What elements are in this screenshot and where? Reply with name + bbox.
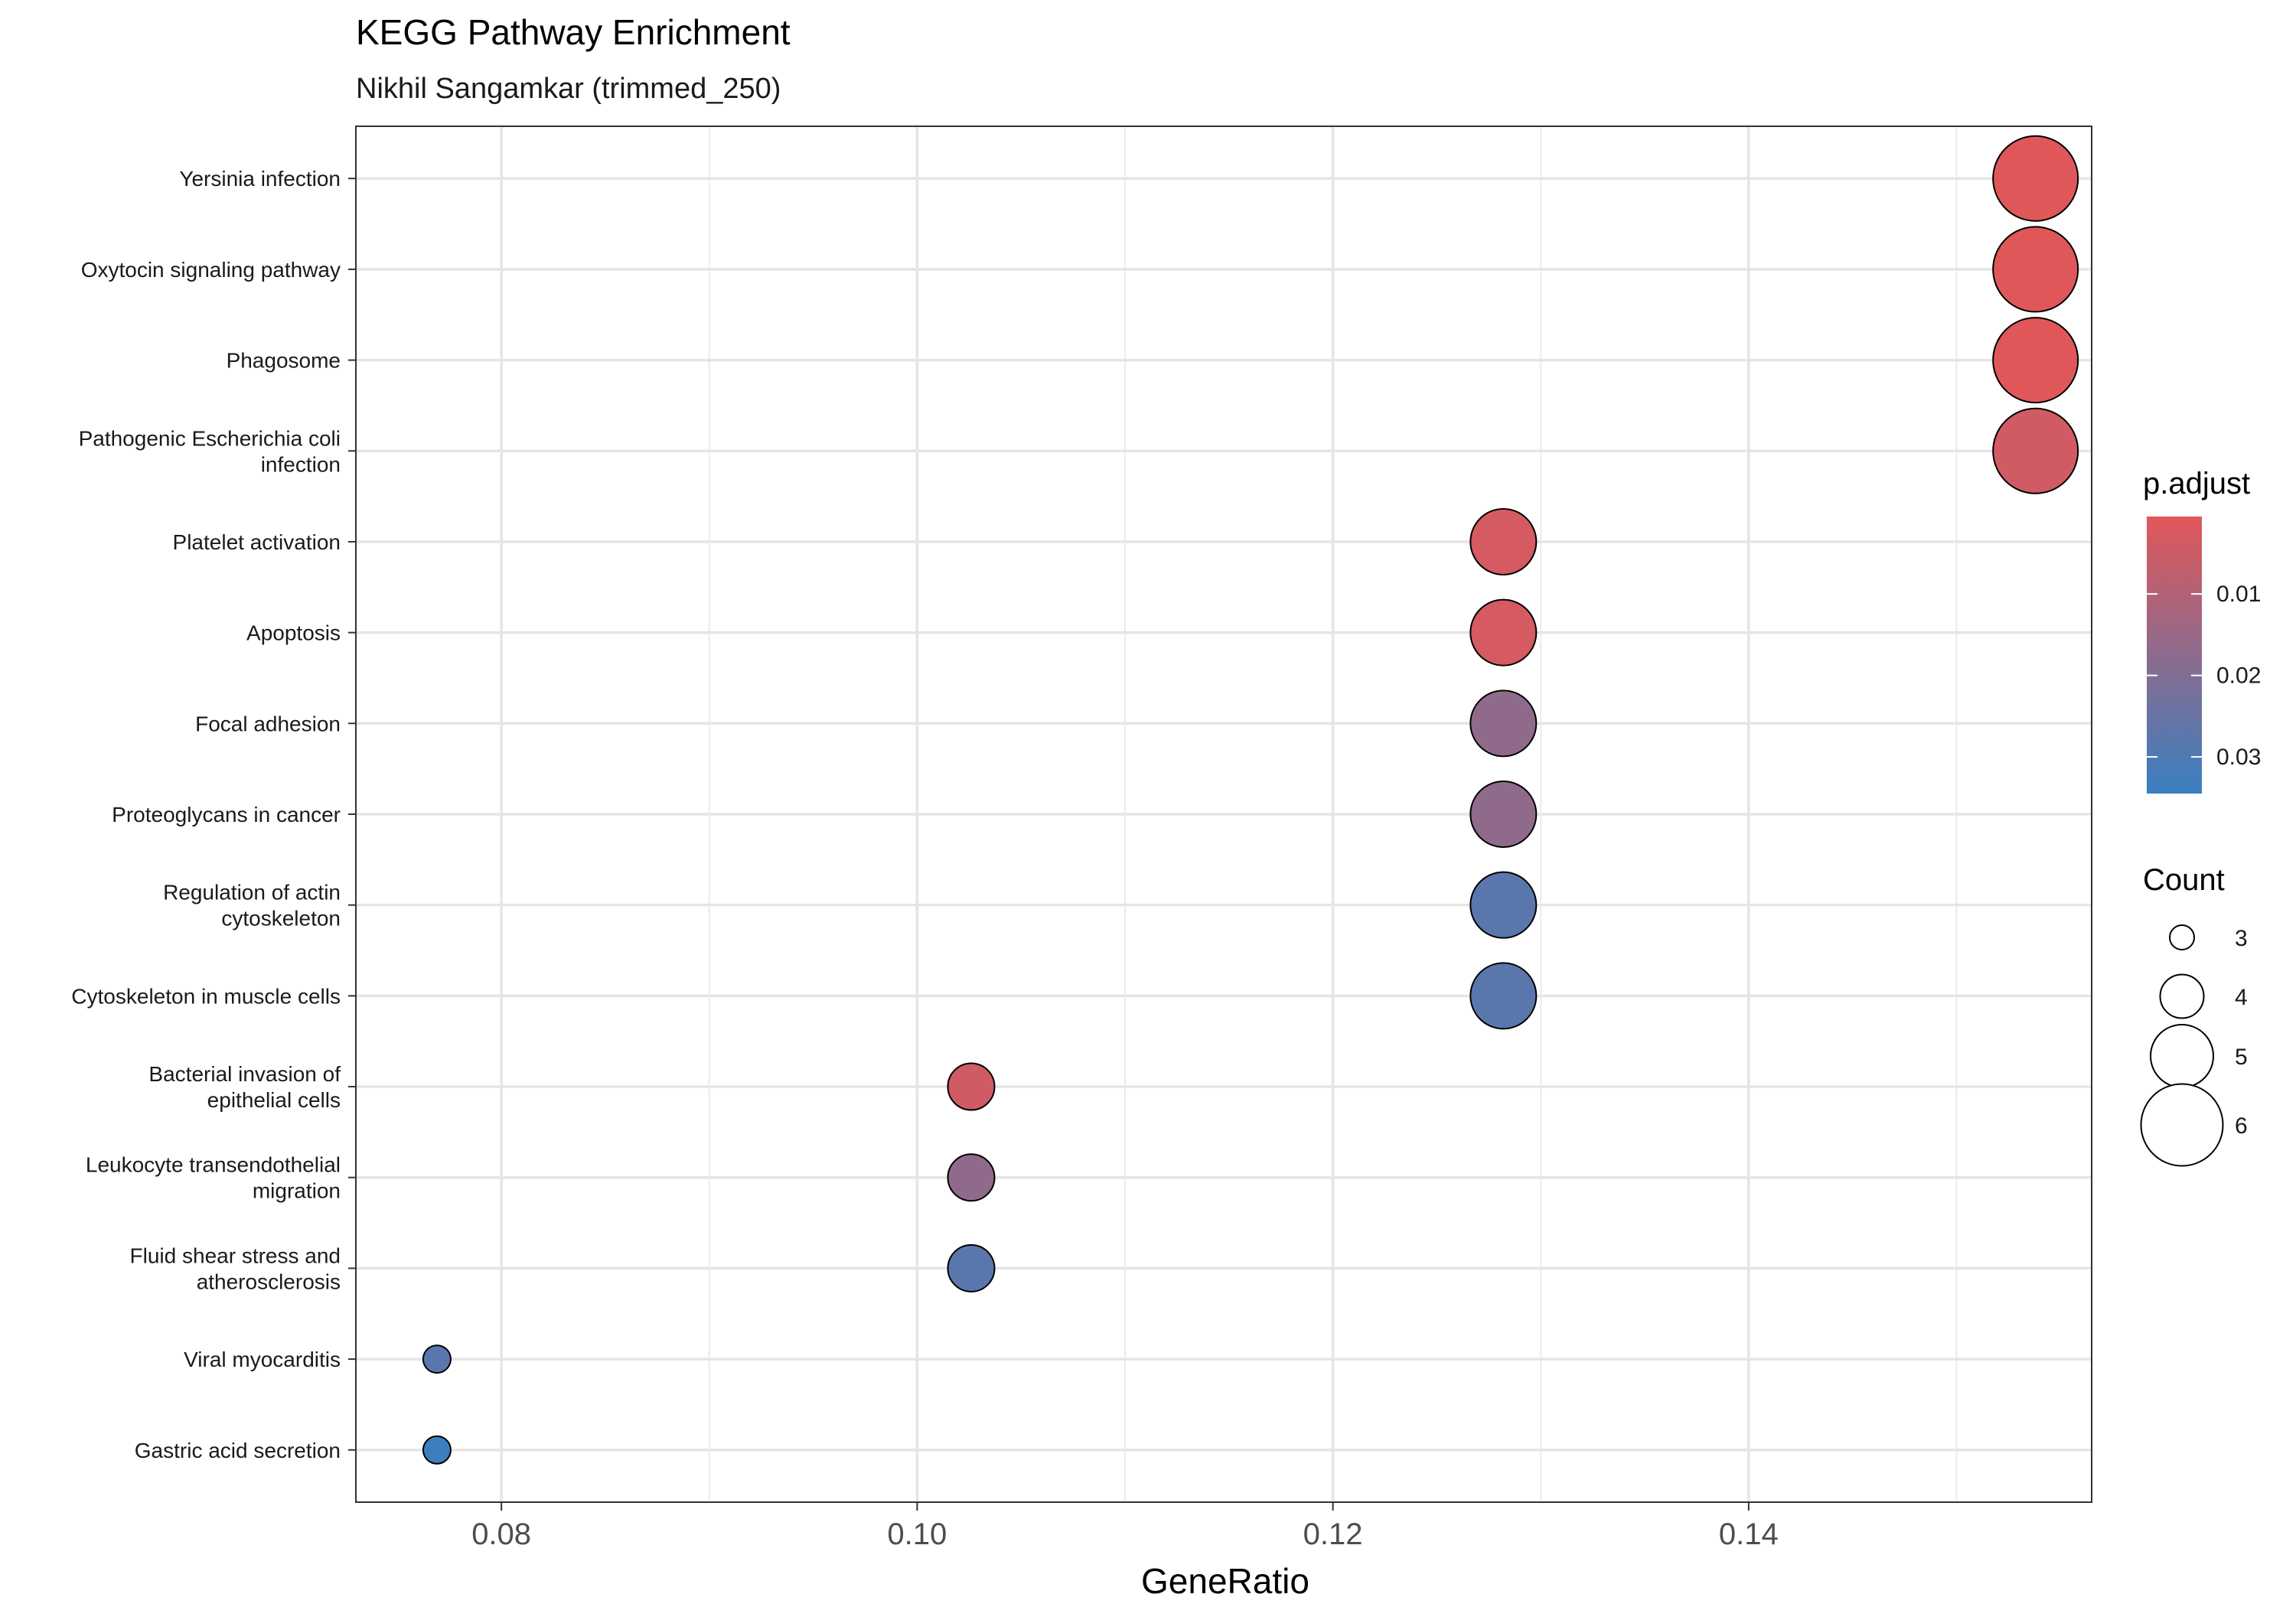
data-point [947, 1062, 996, 1111]
size-legend-key [2140, 1083, 2224, 1167]
y-tick-label: cytoskeleton [221, 907, 341, 931]
data-point [1992, 226, 2079, 313]
size-legend-key [2150, 1024, 2214, 1088]
size-legend-key [2159, 973, 2205, 1019]
plot-area: Yersinia infection Oxytocin signaling pat… [71, 125, 2092, 1551]
chart-subtitle: Nikhil Sangamkar (trimmed_250) [356, 73, 781, 105]
data-point [1992, 407, 2079, 494]
y-tick-label: Leukocyte transendothelial [86, 1153, 341, 1177]
y-tick-label: atherosclerosis [197, 1270, 341, 1293]
y-tick-label: Apoptosis [246, 621, 341, 645]
color-legend-label: 0.03 [2216, 745, 2261, 770]
size-legend-label: 4 [2235, 985, 2248, 1010]
y-tick-label: Focal adhesion [195, 712, 341, 735]
y-tick-label: Platelet activation [173, 530, 341, 554]
y-tick-label: migration [253, 1179, 341, 1203]
color-legend-label: 0.02 [2216, 663, 2261, 689]
x-tick-label: 0.08 [471, 1517, 531, 1551]
color-legend-label: 0.01 [2216, 582, 2261, 607]
y-tick-label: Oxytocin signaling pathway [81, 258, 341, 282]
data-point [1469, 598, 1538, 667]
data-point [422, 1435, 452, 1465]
x-tick-label: 0.14 [1719, 1517, 1779, 1551]
legend: p.adjust 0.01 0.02 0.03 Count 3 4 5 6 [2140, 467, 2261, 1167]
x-tick-label: 0.10 [887, 1517, 947, 1551]
y-tick-label: Viral myocarditis [184, 1348, 341, 1371]
y-tick-label: Gastric acid secretion [135, 1439, 341, 1462]
y-tick-label: epithelial cells [207, 1088, 341, 1112]
data-point [1992, 135, 2079, 222]
size-legend-title: Count [2143, 863, 2225, 897]
y-tick-label: Bacterial invasion of [148, 1062, 341, 1086]
size-legend-label: 3 [2235, 926, 2248, 951]
size-legend-label: 6 [2235, 1113, 2248, 1139]
chart-title: KEGG Pathway Enrichment [356, 12, 791, 52]
x-tick-label: 0.12 [1303, 1517, 1363, 1551]
data-point [1469, 871, 1538, 939]
data-point [947, 1153, 996, 1202]
x-axis-label: GeneRatio [1141, 1561, 1309, 1601]
y-tick-label: Fluid shear stress and [130, 1244, 341, 1267]
y-tick-label: Pathogenic Escherichia coli [79, 426, 341, 450]
data-point [1992, 317, 2079, 404]
y-tick-label: Cytoskeleton in muscle cells [71, 984, 341, 1008]
data-point [422, 1345, 452, 1374]
y-tick-label: Proteoglycans in cancer [112, 803, 341, 826]
data-point [1469, 689, 1538, 758]
data-point [947, 1244, 996, 1292]
y-tick-label: Regulation of actin [163, 881, 341, 905]
y-tick-label: infection [261, 452, 341, 476]
color-legend-bar [2147, 517, 2202, 794]
data-point [1469, 962, 1538, 1030]
data-point [1469, 781, 1538, 848]
data-point [1469, 507, 1538, 575]
y-tick-label: Yersinia infection [179, 167, 341, 191]
color-legend-title: p.adjust [2143, 467, 2250, 500]
size-legend-label: 5 [2235, 1045, 2248, 1070]
size-legend-key [2169, 924, 2195, 950]
y-tick-label: Phagosome [227, 349, 341, 373]
